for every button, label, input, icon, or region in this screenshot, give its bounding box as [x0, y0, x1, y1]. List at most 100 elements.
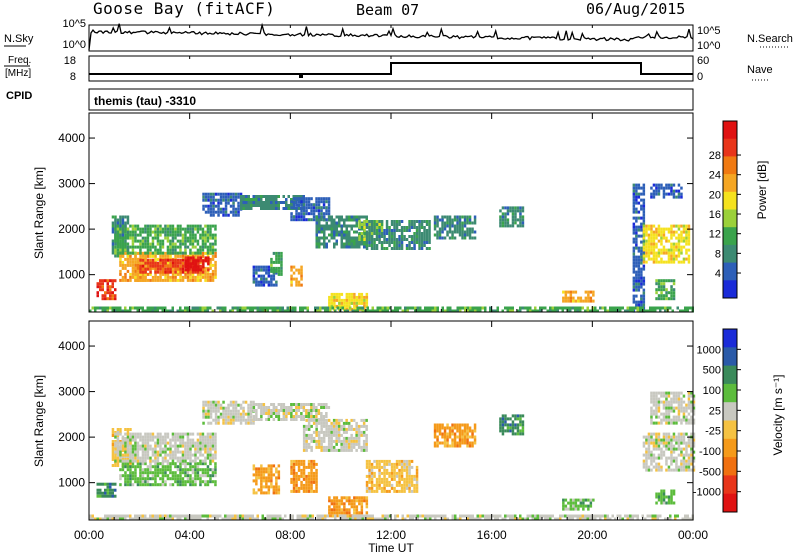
heatmap-cell	[99, 488, 102, 492]
heatmap-cell	[456, 218, 459, 222]
heatmap-cell	[355, 221, 358, 225]
heatmap-cell	[116, 438, 120, 442]
heatmap-cell	[139, 245, 142, 249]
heatmap-cell	[299, 309, 302, 313]
heatmap-cell	[468, 215, 472, 219]
heatmap-cell	[642, 254, 646, 258]
heatmap-cell	[655, 189, 658, 193]
heatmap-cell	[385, 459, 389, 463]
heatmap-cell	[370, 235, 374, 238]
heatmap-cell	[116, 450, 120, 454]
heatmap-cell	[204, 450, 207, 454]
heatmap-cell	[682, 441, 686, 445]
heatmap-cell	[262, 412, 266, 415]
heatmap-cell	[179, 432, 182, 436]
heatmap-cell	[171, 477, 175, 481]
heatmap-cell	[240, 195, 243, 198]
heatmap-cell	[341, 306, 344, 310]
heatmap-cell	[390, 229, 394, 232]
heatmap-cell	[425, 247, 429, 250]
heatmap-cell	[146, 272, 150, 276]
heatmap-cell	[131, 269, 135, 273]
heatmap-cell	[176, 465, 180, 469]
heatmap-cell	[201, 435, 205, 439]
heatmap-cell	[332, 445, 336, 449]
heatmap-cell	[687, 224, 691, 228]
heatmap-cell	[665, 435, 668, 439]
heatmap-cell	[650, 450, 653, 454]
heatmap-region	[655, 279, 676, 301]
heatmap-cell	[398, 247, 401, 250]
heatmap-cell	[209, 248, 212, 252]
heatmap-cell	[504, 218, 507, 222]
heatmap-cell	[501, 224, 505, 228]
heatmap-cell	[403, 229, 406, 232]
heatmap-cell	[335, 292, 339, 296]
heatmap-cell	[99, 288, 102, 292]
heatmap-cell	[687, 456, 691, 460]
heatmap-cell	[675, 189, 678, 193]
heatmap-cell	[121, 218, 125, 222]
heatmap-cell	[312, 209, 316, 213]
heatmap-cell	[214, 275, 217, 279]
heatmap-cell	[569, 504, 573, 508]
heatmap-cell	[131, 242, 135, 246]
heatmap-cell	[418, 235, 421, 238]
heatmap-cell	[652, 242, 656, 246]
heatmap-cell	[356, 306, 359, 310]
heatmap-cell	[267, 283, 271, 287]
heatmap-cell	[302, 209, 306, 213]
heatmap-cell	[635, 246, 638, 250]
heatmap-cell	[139, 233, 142, 237]
heatmap-cell	[345, 245, 348, 249]
heatmap-cell	[181, 239, 185, 243]
heatmap-cell	[353, 511, 356, 515]
heatmap-cell	[559, 306, 562, 310]
heatmap-cell	[320, 209, 323, 213]
heatmap-cell	[415, 232, 419, 235]
heatmap-cell	[134, 263, 137, 267]
heatmap-cell	[516, 209, 520, 213]
heatmap-cell	[151, 432, 155, 436]
heatmap-cell	[206, 441, 210, 445]
heatmap-cell	[632, 240, 636, 244]
heatmap-cell	[179, 278, 182, 282]
heatmap-cell	[294, 309, 297, 313]
heatmap-cell	[141, 245, 145, 249]
heatmap-cell	[690, 456, 693, 460]
heatmap-cell	[667, 291, 671, 295]
heatmap-cell	[662, 251, 666, 255]
heatmap-cell	[234, 412, 238, 416]
heatmap-cell	[394, 306, 397, 310]
heatmap-cell	[146, 245, 150, 249]
heatmap-cell	[330, 448, 333, 452]
heatmap-cell	[151, 236, 155, 240]
heatmap-cell	[139, 275, 142, 279]
heatmap-cell	[383, 486, 386, 490]
heatmap-cell	[328, 505, 331, 509]
heatmap-cell	[338, 215, 341, 219]
heatmap-cell	[179, 462, 182, 466]
heatmap-cell	[244, 306, 247, 310]
heatmap-cell	[672, 294, 676, 298]
heatmap-cell	[345, 295, 349, 299]
heatmap-cell	[214, 441, 217, 445]
heatmap-cell	[280, 403, 283, 406]
heatmap-cell	[343, 236, 346, 240]
heatmap-cell	[292, 206, 296, 210]
heatmap-cell	[237, 415, 240, 419]
heatmap-cell	[154, 441, 157, 445]
heatmap-cell	[337, 436, 341, 440]
heatmap-cell	[365, 223, 369, 226]
heatmap-cell	[260, 409, 263, 412]
heatmap-cell	[355, 224, 358, 228]
heatmap-cell	[441, 230, 444, 234]
heatmap-cell	[250, 198, 253, 201]
heatmap-cell	[645, 224, 648, 228]
heatmap-cell	[650, 459, 653, 463]
heatmap-cell	[186, 245, 190, 249]
heatmap-cell	[151, 471, 155, 475]
heatmap-cell	[131, 245, 135, 249]
heatmap-cell	[549, 306, 552, 310]
